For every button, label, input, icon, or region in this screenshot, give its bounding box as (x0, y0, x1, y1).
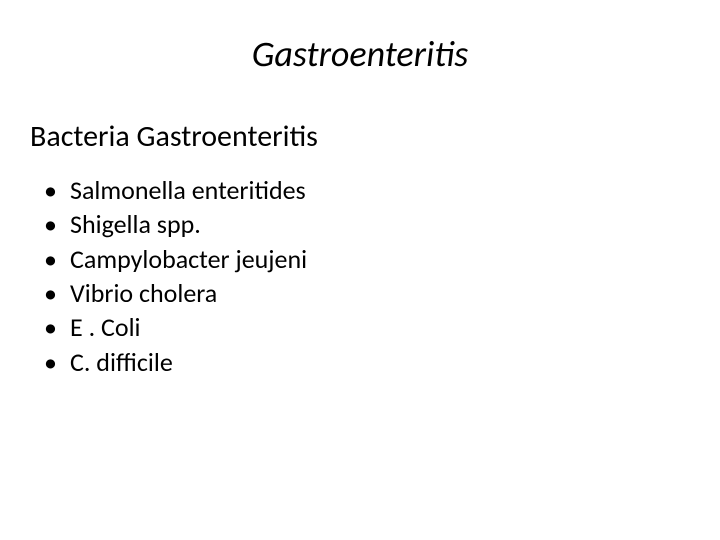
list-item: • Salmonella enteritides (42, 173, 684, 207)
bullet-icon: • (42, 242, 70, 276)
list-item-label: Shigella spp. (70, 207, 201, 241)
list-item-label: E . Coli (70, 310, 141, 344)
list-item: • E . Coli (42, 310, 684, 344)
list-item: • Shigella spp. (42, 207, 684, 241)
bullet-icon: • (42, 173, 70, 207)
list-item-label: Campylobacter jeujeni (70, 242, 307, 276)
bullet-icon: • (42, 345, 70, 379)
list-item-label: Salmonella enteritides (70, 173, 306, 207)
list-item-label: C. difficile (70, 345, 173, 379)
list-item: • Vibrio cholera (42, 276, 684, 310)
bullet-icon: • (42, 310, 70, 344)
bullet-icon: • (42, 207, 70, 241)
slide-title: Gastroenteritis (36, 32, 684, 76)
list-item-label: Vibrio cholera (70, 276, 217, 310)
bullet-icon: • (42, 276, 70, 310)
list-item: • Campylobacter jeujeni (42, 242, 684, 276)
slide-subtitle: Bacteria Gastroenteritis (30, 118, 684, 155)
bullet-list: • Salmonella enteritides • Shigella spp.… (42, 173, 684, 379)
list-item: • C. difficile (42, 345, 684, 379)
